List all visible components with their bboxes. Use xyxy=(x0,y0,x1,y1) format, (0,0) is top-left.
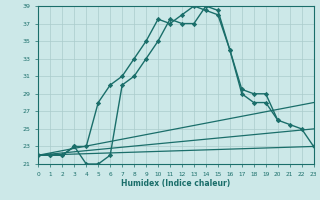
X-axis label: Humidex (Indice chaleur): Humidex (Indice chaleur) xyxy=(121,179,231,188)
